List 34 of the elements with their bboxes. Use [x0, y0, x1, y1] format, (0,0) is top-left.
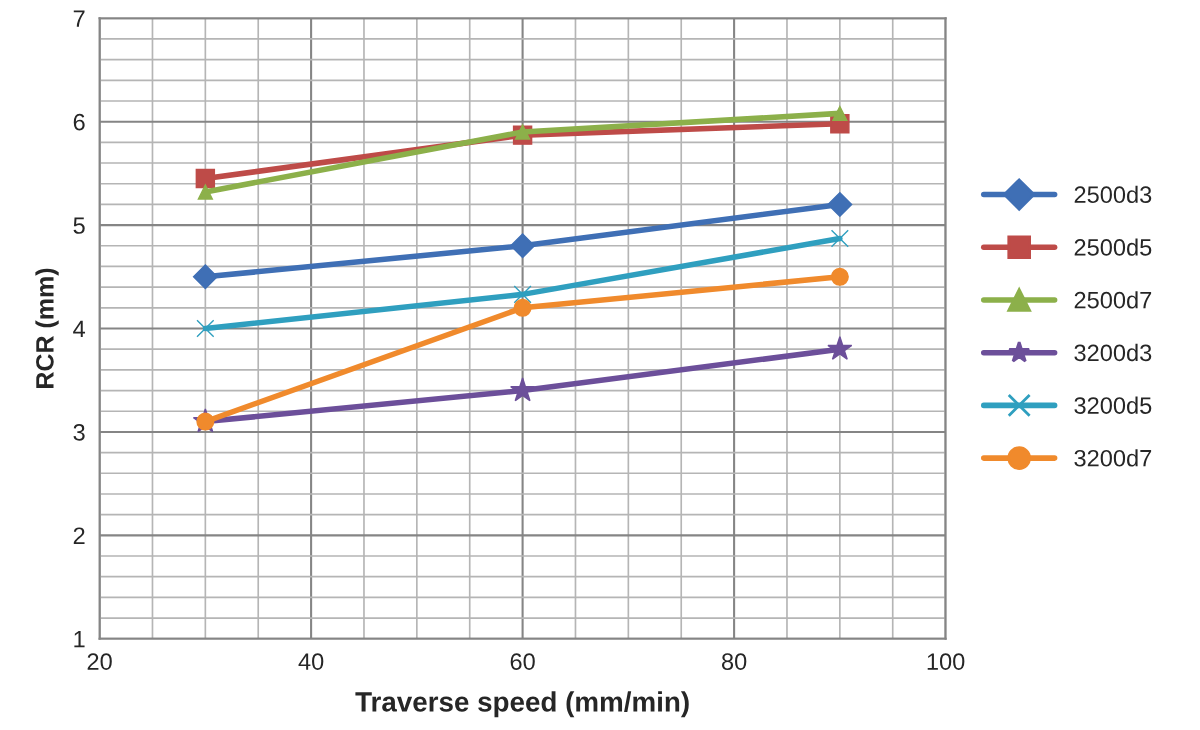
legend-label: 2500d3: [1074, 185, 1152, 204]
legend-label: 3200d3: [1074, 343, 1152, 362]
x-tick-label: 40: [298, 653, 324, 670]
point: [832, 105, 848, 122]
legend-label: 3200d7: [1074, 449, 1152, 467]
x-tick-label: 60: [510, 653, 535, 670]
y-tick-label: 7: [73, 10, 85, 27]
x-axis-title: Traverse speed (mm/min): [355, 691, 689, 718]
y-tick-label: 5: [73, 217, 85, 234]
y-tick-label: 2: [73, 527, 85, 544]
legend-label: 3200d5: [1074, 396, 1152, 414]
x-tick-label: 80: [722, 653, 747, 670]
point: [513, 298, 532, 317]
point: [195, 168, 216, 189]
y-tick-label: 4: [73, 320, 86, 338]
point: [196, 319, 215, 338]
point: [514, 124, 531, 140]
point: [827, 191, 853, 217]
point: [197, 184, 213, 200]
x-tick-label: 100: [927, 653, 965, 670]
legend-label: 2500d7: [1074, 291, 1152, 309]
point: [827, 335, 853, 360]
point: [830, 229, 849, 248]
point: [192, 264, 218, 290]
point: [513, 285, 532, 304]
x-tick-label: 20: [87, 653, 112, 670]
y-tick-label: 3: [73, 423, 85, 441]
point: [830, 267, 849, 286]
y-tick-label: 1: [74, 631, 85, 648]
y-axis-title: RCR (mm): [35, 268, 59, 388]
y-tick-label: 6: [73, 113, 85, 131]
legend-label: 2500d5: [1074, 238, 1152, 256]
point: [510, 377, 536, 402]
point: [510, 233, 536, 259]
